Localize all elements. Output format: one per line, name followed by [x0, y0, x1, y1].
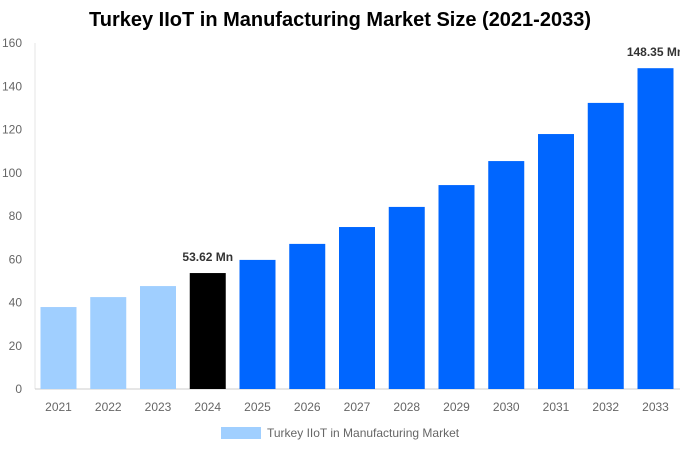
data-label: 148.35 Mn [627, 45, 680, 59]
y-tick-label: 160 [2, 36, 22, 50]
x-tick-label: 2022 [95, 400, 122, 414]
bar[interactable] [388, 206, 425, 389]
y-tick-label: 0 [15, 382, 22, 396]
x-tick-label: 2027 [344, 400, 371, 414]
y-tick-label: 20 [9, 339, 23, 353]
data-label: 53.62 Mn [182, 250, 233, 264]
bar[interactable] [538, 134, 574, 389]
chart-title: Turkey IIoT in Manufacturing Market Size… [89, 9, 591, 31]
legend-label: Turkey IIoT in Manufacturing Market [267, 426, 460, 440]
y-tick-label: 60 [9, 252, 23, 266]
x-tick-label: 2031 [543, 400, 570, 414]
x-tick-label: 2024 [194, 400, 221, 414]
x-tick-label: 2030 [493, 400, 520, 414]
bar[interactable] [90, 297, 127, 389]
x-tick-label: 2021 [45, 400, 72, 414]
bar[interactable] [239, 259, 276, 389]
x-tick-label: 2029 [443, 400, 470, 414]
bar[interactable] [488, 161, 525, 389]
bar[interactable] [140, 286, 176, 389]
x-tick-label: 2026 [294, 400, 321, 414]
bar[interactable] [339, 227, 375, 389]
x-tick-label: 2032 [592, 400, 619, 414]
bar[interactable] [40, 307, 77, 389]
legend-swatch [221, 427, 261, 439]
y-tick-label: 120 [2, 123, 22, 137]
x-tick-label: 2025 [244, 400, 271, 414]
y-tick-label: 100 [2, 166, 22, 180]
y-tick-label: 140 [2, 79, 22, 93]
bar[interactable] [587, 102, 624, 390]
bar[interactable] [637, 68, 674, 390]
bar[interactable] [438, 185, 475, 389]
x-tick-label: 2023 [145, 400, 172, 414]
x-tick-label: 2028 [393, 400, 420, 414]
bar[interactable] [289, 243, 326, 389]
y-tick-label: 40 [9, 296, 23, 310]
y-tick-label: 80 [9, 209, 23, 223]
bar[interactable] [189, 273, 226, 389]
x-tick-label: 2033 [642, 400, 669, 414]
legend[interactable]: Turkey IIoT in Manufacturing Market [221, 426, 459, 440]
